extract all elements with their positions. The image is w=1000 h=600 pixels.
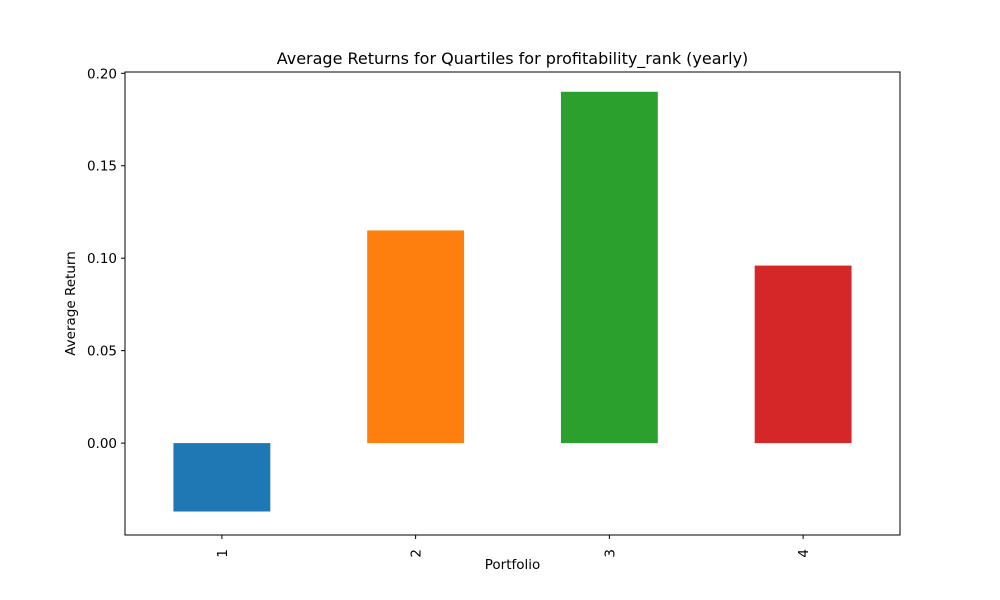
bar-2 — [367, 230, 465, 444]
y-tick-label: 0.05 — [87, 344, 117, 360]
y-tick-label: 0.20 — [87, 66, 117, 82]
y-tick-label: 0.10 — [87, 251, 117, 267]
y-tick-label: 0.00 — [87, 436, 117, 452]
plot-frame — [124, 71, 901, 536]
x-tick-label: 4 — [796, 549, 812, 558]
chart-title: Average Returns for Quartiles for profit… — [277, 49, 749, 69]
y-axis-label: Average Return — [63, 251, 79, 356]
x-tick-label: 2 — [409, 549, 425, 558]
y-axis-ticks: 0.00 0.05 0.10 0.15 0.20 — [87, 66, 125, 452]
x-axis-ticks: 1 2 3 4 — [215, 535, 812, 558]
x-tick-label: 3 — [602, 549, 618, 558]
bar-1 — [173, 443, 271, 512]
bar-3 — [560, 91, 658, 444]
y-tick-label: 0.15 — [87, 159, 117, 175]
x-axis-label: Portfolio — [485, 557, 541, 573]
bar-4 — [754, 265, 852, 444]
bars-group — [173, 91, 852, 512]
x-tick-label: 1 — [215, 549, 231, 558]
